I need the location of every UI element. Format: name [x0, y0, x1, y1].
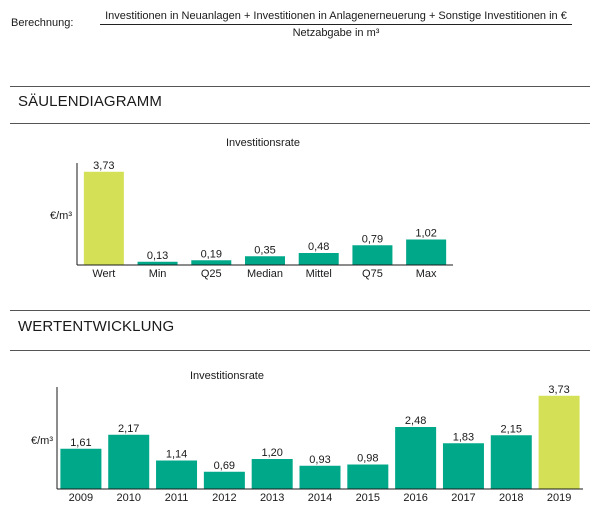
section-divider	[10, 310, 590, 311]
data-label: 3,73	[93, 160, 114, 172]
data-label: 0,98	[357, 453, 378, 465]
formula-label: Berechnung:	[11, 17, 74, 29]
y-axis-label: €/m³	[50, 210, 72, 222]
bar-q25	[191, 260, 232, 265]
x-tick-label: 2017	[451, 492, 475, 504]
bar-2014	[299, 465, 341, 489]
x-tick-label: 2014	[308, 492, 332, 504]
bar-2012	[203, 471, 245, 489]
x-tick-label: Q25	[201, 268, 222, 280]
data-label: 2,48	[405, 415, 426, 427]
bar-max	[406, 239, 447, 265]
x-tick-label: Wert	[92, 268, 115, 280]
data-label: 0,35	[254, 244, 275, 256]
formula-fraction: Investitionen in Neuanlagen + Investitio…	[100, 10, 572, 39]
section-title-development: WERTENTWICKLUNG	[18, 318, 175, 335]
data-label: 2,17	[118, 423, 139, 435]
x-tick-label: 2013	[260, 492, 284, 504]
bar-min	[137, 261, 178, 265]
bar-2015	[347, 464, 389, 489]
x-tick-label: 2015	[356, 492, 380, 504]
y-axis-label: €/m³	[31, 435, 53, 447]
bar-2016	[395, 427, 437, 489]
x-tick-label: 2016	[403, 492, 427, 504]
data-label: 1,61	[70, 437, 91, 449]
bar-2018	[490, 435, 532, 489]
x-tick-label: Mittel	[306, 268, 332, 280]
data-label: 0,79	[362, 233, 383, 245]
bar-2013	[251, 459, 293, 489]
data-label: 1,83	[453, 431, 474, 443]
formula-numerator: Investitionen in Neuanlagen + Investitio…	[100, 10, 572, 25]
bar-2019	[538, 395, 580, 489]
x-tick-label: 2012	[212, 492, 236, 504]
x-tick-label: 2010	[116, 492, 140, 504]
data-label: 0,93	[309, 454, 330, 466]
data-label: 1,02	[415, 228, 436, 240]
x-tick-label: Median	[247, 268, 283, 280]
data-label: 2,15	[501, 423, 522, 435]
data-label: 3,73	[548, 384, 569, 396]
x-tick-label: Q75	[362, 268, 383, 280]
data-label: 0,13	[147, 250, 168, 262]
section-divider	[10, 350, 590, 351]
data-label: 0,19	[201, 248, 222, 260]
chart-title: Investitionsrate	[190, 370, 264, 382]
bar-mittel	[298, 253, 339, 265]
data-label: 1,20	[261, 447, 282, 459]
x-tick-label: 2019	[547, 492, 571, 504]
data-label: 0,69	[214, 460, 235, 472]
bar-q75	[352, 245, 393, 265]
section-title-bar-chart: SÄULENDIAGRAMM	[18, 93, 162, 110]
bar-2009	[60, 448, 102, 489]
bar-2010	[108, 434, 150, 489]
x-tick-label: 2018	[499, 492, 523, 504]
x-tick-label: Min	[149, 268, 167, 280]
formula-denominator: Netzabgabe in m³	[292, 27, 380, 39]
section-divider	[10, 123, 590, 124]
bar-wert	[83, 171, 124, 265]
chart-title: Investitionsrate	[226, 137, 300, 149]
x-tick-label: 2009	[69, 492, 93, 504]
bar-2011	[156, 460, 198, 489]
section-divider	[10, 86, 590, 87]
data-label: 1,14	[166, 449, 187, 461]
x-tick-label: Max	[416, 268, 437, 280]
bar-2017	[442, 443, 484, 489]
data-label: 0,48	[308, 241, 329, 253]
x-tick-label: 2011	[165, 492, 189, 504]
bar-median	[245, 256, 285, 265]
